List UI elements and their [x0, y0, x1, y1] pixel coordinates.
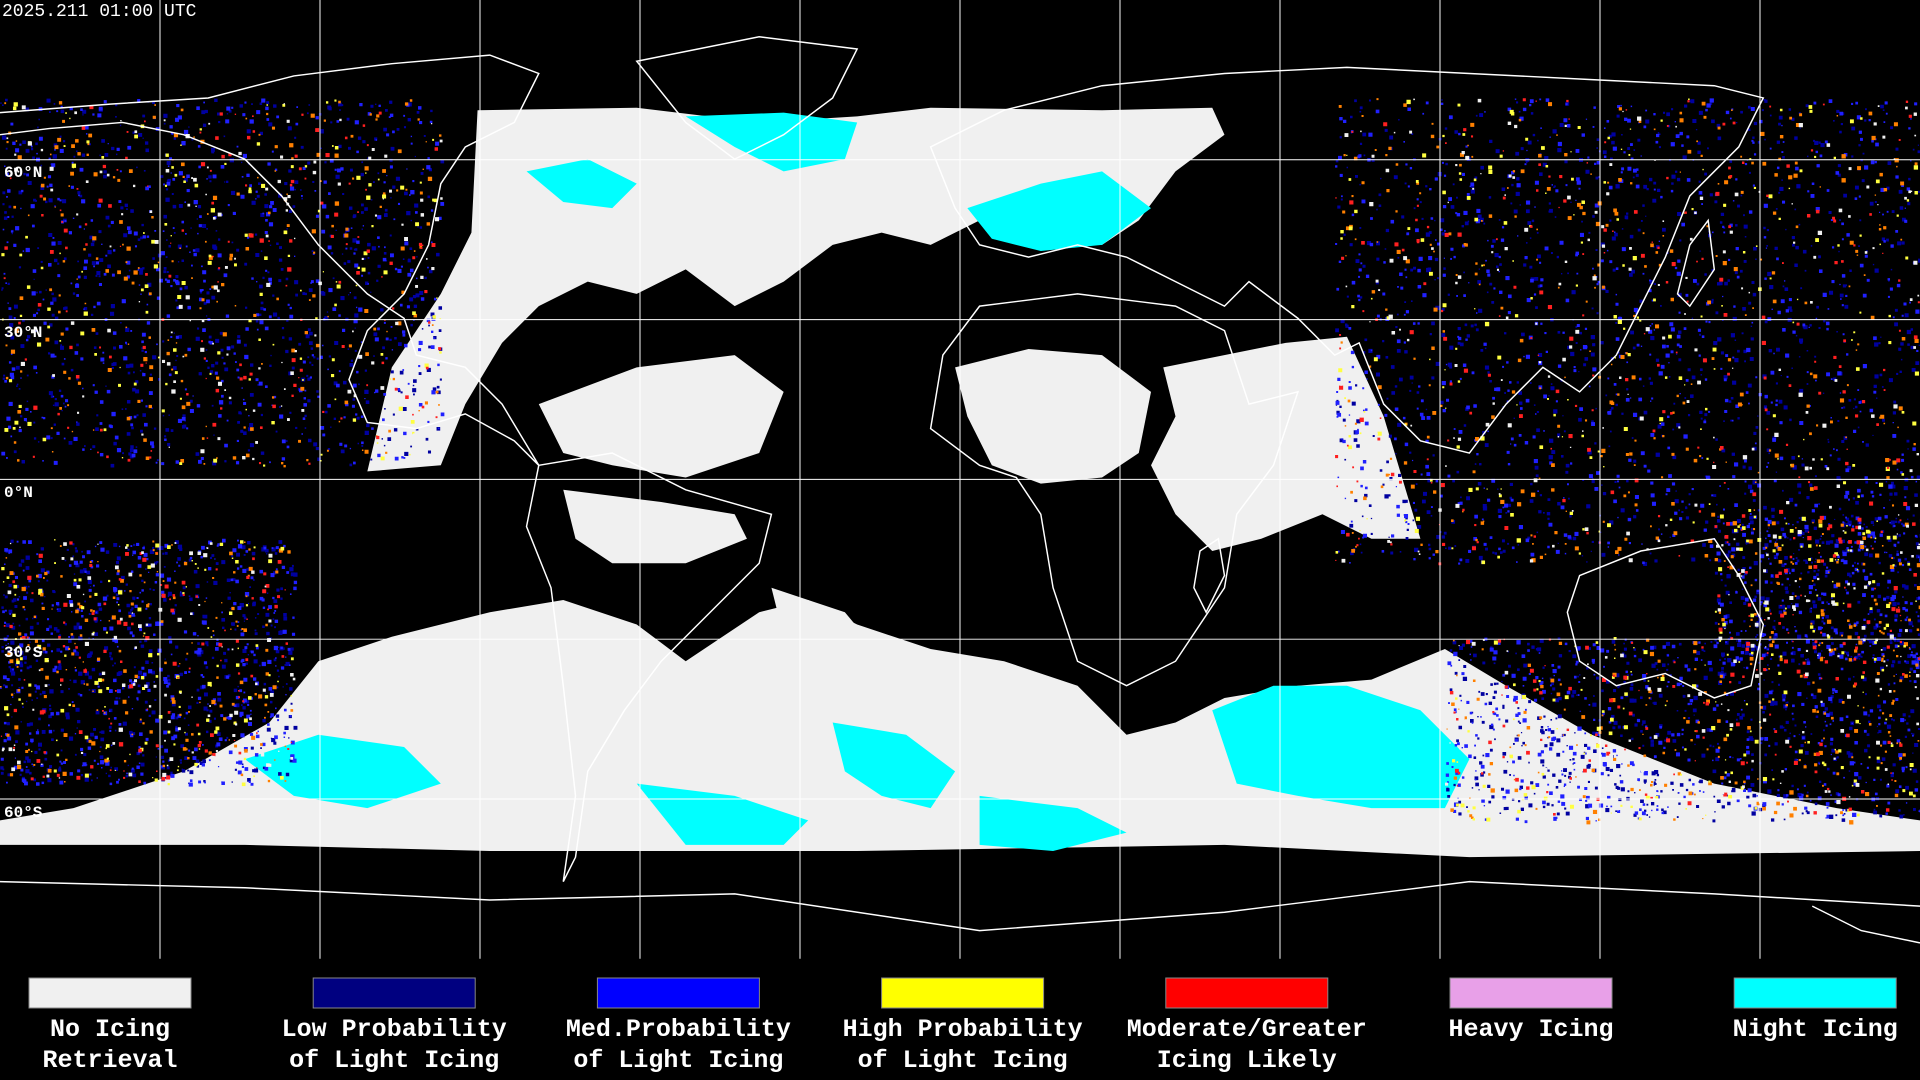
coastline	[1811, 905, 1920, 944]
latitude-label: 60°S	[4, 804, 43, 822]
legend-label: of Light Icing	[858, 1046, 1068, 1075]
night-icing-patch	[967, 171, 1152, 252]
cloud-blob	[955, 348, 1152, 484]
cloud-blob	[771, 587, 931, 735]
latitude-label: 30°S	[4, 644, 43, 662]
coastlines	[0, 35, 1920, 944]
legend-label: of Light Icing	[573, 1046, 783, 1075]
cloud-blob	[538, 355, 784, 478]
legend-swatch	[28, 977, 192, 1009]
coastline	[929, 293, 1300, 687]
latitude-labels: 60°N 30°N 0°N 30°S 60°S	[4, 164, 43, 822]
legend-swatch	[596, 977, 760, 1009]
map	[0, 0, 1920, 959]
coastline	[1676, 218, 1716, 308]
icing-speckles	[0, 98, 1920, 825]
latitude-label: 0°N	[4, 484, 33, 502]
legend-swatch	[1733, 977, 1897, 1009]
graticule	[0, 0, 1920, 959]
legend-label: Heavy Icing	[1448, 1015, 1613, 1044]
night-icing-patch	[244, 734, 441, 809]
coastline	[929, 66, 1765, 454]
legend-swatch	[1449, 977, 1613, 1009]
coastline	[0, 54, 540, 466]
legend-label: Low Probability	[282, 1015, 507, 1044]
night-icing-patch	[979, 795, 1127, 852]
night-icing-patch	[685, 112, 858, 172]
night-icing-patch	[832, 722, 956, 809]
legend-label: No Icing	[50, 1015, 170, 1044]
night-icing-patch	[1212, 685, 1470, 809]
legend-swatch	[312, 977, 476, 1009]
coastline	[1566, 537, 1765, 699]
cloud-blob	[1151, 336, 1421, 552]
coastline	[0, 880, 1920, 932]
coastline	[525, 452, 773, 882]
cloud-blob	[563, 489, 747, 564]
timestamp: 2025.211 01:00 UTC	[2, 2, 197, 22]
coastline	[635, 35, 859, 161]
latitude-label: 60°N	[4, 164, 42, 182]
legend-label: Med.Probability	[566, 1015, 791, 1044]
legend-label: of Light Icing	[289, 1046, 499, 1075]
latitude-label: 30°N	[4, 324, 42, 342]
legend-label: Icing Likely	[1157, 1046, 1337, 1075]
legend-swatch	[881, 977, 1045, 1009]
icing-speckle	[0, 98, 1920, 824]
legend-label: Night Icing	[1733, 1015, 1898, 1044]
night-icing-patch	[526, 159, 637, 209]
legend-label: Retrieval	[42, 1046, 177, 1075]
legend-label: High Probability	[843, 1015, 1083, 1044]
coastline	[1193, 537, 1226, 614]
legend-label: Moderate/Greater	[1127, 1015, 1367, 1044]
legend-swatch	[1165, 977, 1329, 1009]
